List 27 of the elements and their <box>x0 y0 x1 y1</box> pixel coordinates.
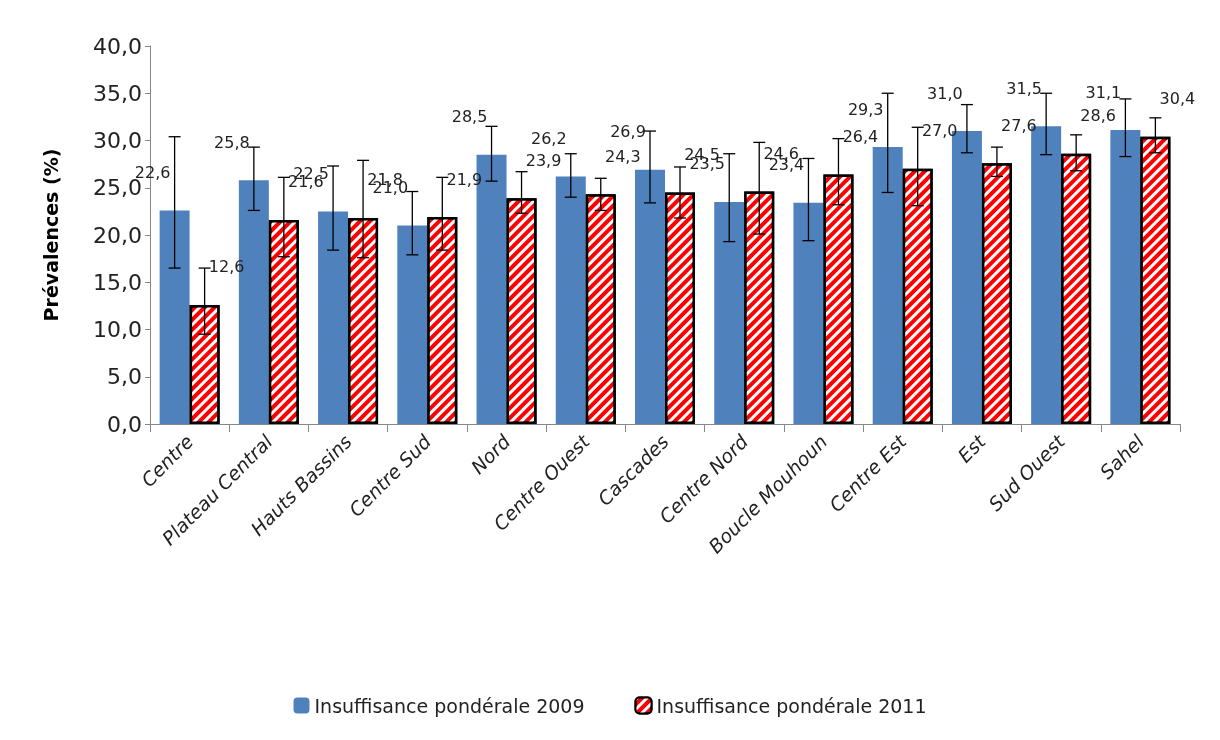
y-tick-label: 10,0 <box>93 317 142 342</box>
data-label: 31,1 <box>1085 82 1122 102</box>
data-label: 26,4 <box>842 127 879 147</box>
data-label: 25,8 <box>214 132 250 152</box>
data-label: 23,9 <box>525 150 562 170</box>
data-label: 27,0 <box>921 121 958 141</box>
y-tick-label: 5,0 <box>107 364 142 390</box>
legend-label: Insuffisance pondérale 2011 <box>656 694 927 717</box>
data-label: 24,3 <box>604 146 641 166</box>
data-label: 28,5 <box>451 107 488 127</box>
data-label: 30,4 <box>1159 89 1196 109</box>
data-label: 31,5 <box>1006 78 1042 98</box>
y-tick-label: 0,0 <box>107 411 142 437</box>
x-tick-label: Est <box>953 429 991 467</box>
y-axis-title: Prévalences (%) <box>39 148 62 322</box>
data-label: 26,2 <box>530 128 567 148</box>
data-label: 28,6 <box>1080 106 1116 126</box>
legend-label: Insuffisance pondérale 2009 <box>314 694 585 717</box>
y-tick-label: 30,0 <box>93 128 142 153</box>
data-label: 29,3 <box>847 99 884 119</box>
data-label: 26,9 <box>610 122 646 142</box>
y-tick-label: 35,0 <box>93 80 142 106</box>
data-label: 27,6 <box>1001 115 1037 135</box>
y-tick-label: 15,0 <box>93 269 142 295</box>
y-tick-label: 40,0 <box>93 33 142 59</box>
data-label: 31,0 <box>927 83 963 103</box>
y-tick-label: 20,0 <box>93 222 142 248</box>
